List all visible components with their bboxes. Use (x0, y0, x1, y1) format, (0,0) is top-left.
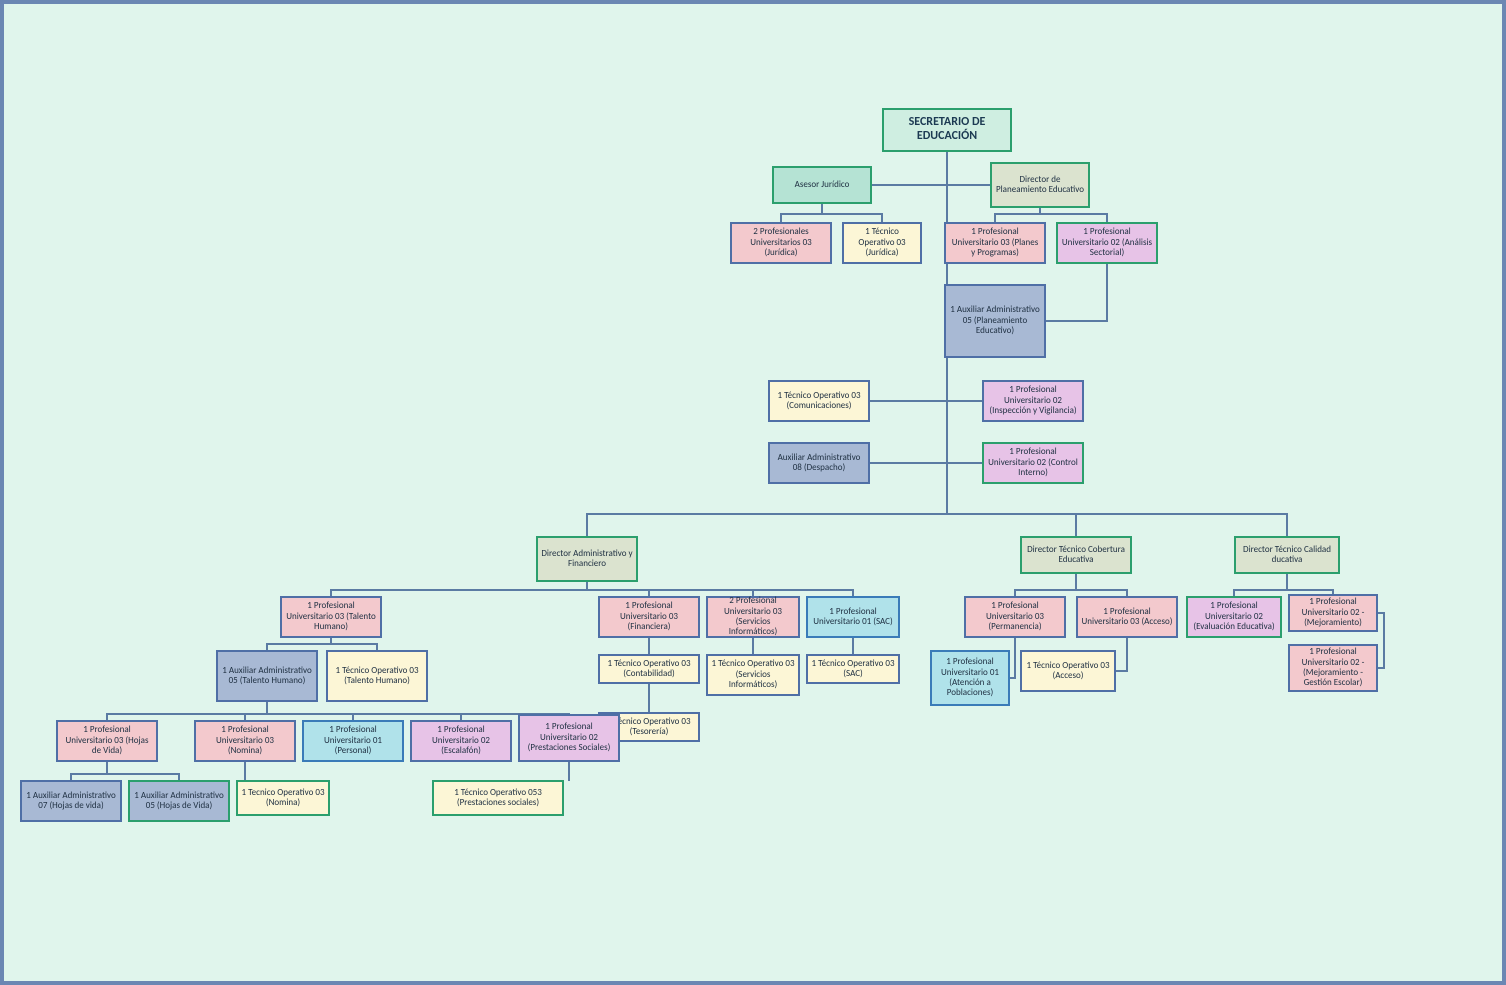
node-dirCal: Director Técnico Calidad ducativa (1234, 536, 1340, 574)
node-si: 2 Profesional Universitario 03 (Servicio… (706, 596, 800, 638)
node-calA: 1 Profesional Universitario 02 (Evaluaci… (1186, 596, 1282, 638)
node-p1: 1 Profesional Universitario 03 (Planes y… (944, 222, 1046, 264)
node-desp: Auxiliar Administrativo 08 (Despacho) (768, 442, 870, 484)
node-thB: 1 Técnico Operativo 03 (Talento Humano) (326, 650, 428, 702)
node-sacA: 1 Técnico Operativo 03 (SAC) (806, 654, 900, 684)
node-asesor: Asesor Jurídico (772, 166, 872, 204)
node-siA: 1 Técnico Operativo 03 (Servicios Inform… (706, 654, 800, 696)
edge-layer (4, 4, 1506, 985)
node-ps: 1 Profesional Universitario 02 (Prestaci… (518, 714, 620, 762)
node-ctrl: 1 Profesional Universitario 02 (Control … (982, 442, 1084, 484)
node-nom: 1 Profesional Universitario 03 (Nomina) (194, 720, 296, 762)
node-calC: 1 Profesional Universitario 02 - (Mejora… (1288, 644, 1378, 692)
node-cobD: 1 Técnico Operativo 03 (Acceso) (1020, 650, 1116, 692)
node-p2: 1 Profesional Universitario 02 (Análisis… (1056, 222, 1158, 264)
node-per: 1 Profesional Universitario 01 (Personal… (302, 720, 404, 762)
node-cobC: 1 Profesional Universitario 01 (Atención… (930, 650, 1010, 706)
node-hv: 1 Profesional Universitario 03 (Hojas de… (56, 720, 158, 762)
node-fin: 1 Profesional Universitario 03 (Financie… (598, 596, 700, 638)
node-j2: 1 Técnico Operativo 03 (Jurídica) (842, 222, 922, 264)
node-root: SECRETARIO DE EDUCACIÓN (882, 108, 1012, 152)
node-psA: 1 Técnico Operativo 053 (Prestaciones so… (432, 780, 564, 816)
node-esc: 1 Profesional Universitario 02 (Escalafó… (410, 720, 512, 762)
node-dirAdm: Director Administrativo y Financiero (536, 536, 638, 582)
node-p3: 1 Auxiliar Administrativo 05 (Planeamien… (944, 284, 1046, 358)
node-j1: 2 Profesionales Universitarios 03 (Juríd… (730, 222, 832, 264)
node-insp: 1 Profesional Universitario 02 (Inspecci… (982, 380, 1084, 422)
node-hvB: 1 Auxiliar Administrativo 05 (Hojas de V… (128, 780, 230, 822)
node-th: 1 Profesional Universitario 03 (Talento … (280, 596, 382, 638)
node-dirCob: Director Técnico Cobertura Educativa (1020, 536, 1132, 574)
node-cobA: 1 Profesional Universitario 03 (Permanen… (964, 596, 1066, 638)
node-dirPlan: Director de Planeamiento Educativo (990, 162, 1090, 208)
node-cobB: 1 Profesional Universitario 03 (Acceso) (1076, 596, 1178, 638)
node-hvA: 1 Auxiliar Administrativo 07 (Hojas de v… (20, 780, 122, 822)
node-calB: 1 Profesional Universitario 02 - (Mejora… (1288, 594, 1378, 632)
node-sac: 1 Profesional Universitario 01 (SAC) (806, 596, 900, 638)
node-nomA: 1 Tecnico Operativo 03 (Nomina) (236, 780, 330, 816)
node-finA: 1 Técnico Operativo 03 (Contabilidad) (598, 654, 700, 684)
org-chart-frame: SECRETARIO DE EDUCACIÓN Asesor Jurídico Di… (0, 0, 1506, 985)
node-com: 1 Técnico Operativo 03 (Comunicaciones) (768, 380, 870, 422)
node-thA: 1 Auxiliar Administrativo 05 (Talento Hu… (216, 650, 318, 702)
